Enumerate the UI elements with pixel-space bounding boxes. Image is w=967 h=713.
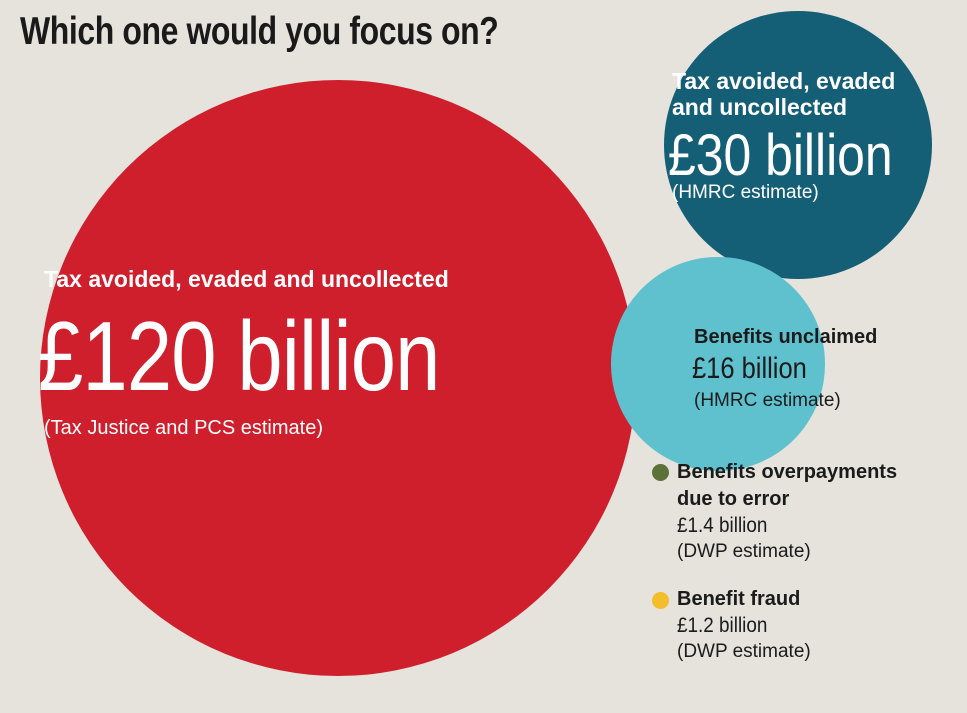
teal-bubble-source: (HMRC estimate): [672, 182, 819, 203]
bubble-benefits-unclaimed: [611, 257, 825, 471]
benefit-fraud-value: £1.2 billion: [677, 614, 768, 637]
benefit-fraud-source: (DWP estimate): [677, 641, 811, 662]
benefit-fraud-dot: [652, 592, 669, 609]
overpayments-heading-line1: Benefits overpayments: [677, 461, 898, 483]
overpayments-dot: [652, 464, 669, 481]
cyan-bubble-heading: Benefits unclaimed: [694, 326, 878, 348]
red-bubble-heading: Tax avoided, evaded and uncollected: [44, 266, 449, 292]
bubble-tax-120-billion: [40, 80, 636, 676]
overpayments-value: £1.4 billion: [677, 514, 768, 537]
teal-bubble-heading-line1: Tax avoided, evaded: [672, 68, 896, 94]
teal-bubble-value: £30 billion: [668, 123, 893, 188]
cyan-bubble-value: £16 billion: [692, 352, 807, 385]
teal-bubble-heading-line2: and uncollected: [672, 94, 848, 120]
chart-title: Which one would you focus on?: [20, 10, 499, 53]
overpayments-heading-line2: due to error: [677, 488, 790, 510]
cyan-bubble-source: (HMRC estimate): [694, 390, 841, 411]
red-bubble-value: £120 billion: [38, 301, 440, 411]
benefit-fraud-heading: Benefit fraud: [677, 588, 801, 610]
bubble-tax-30-billion: [663, 10, 933, 280]
overpayments-source: (DWP estimate): [677, 541, 811, 562]
red-bubble-source: (Tax Justice and PCS estimate): [44, 417, 323, 439]
